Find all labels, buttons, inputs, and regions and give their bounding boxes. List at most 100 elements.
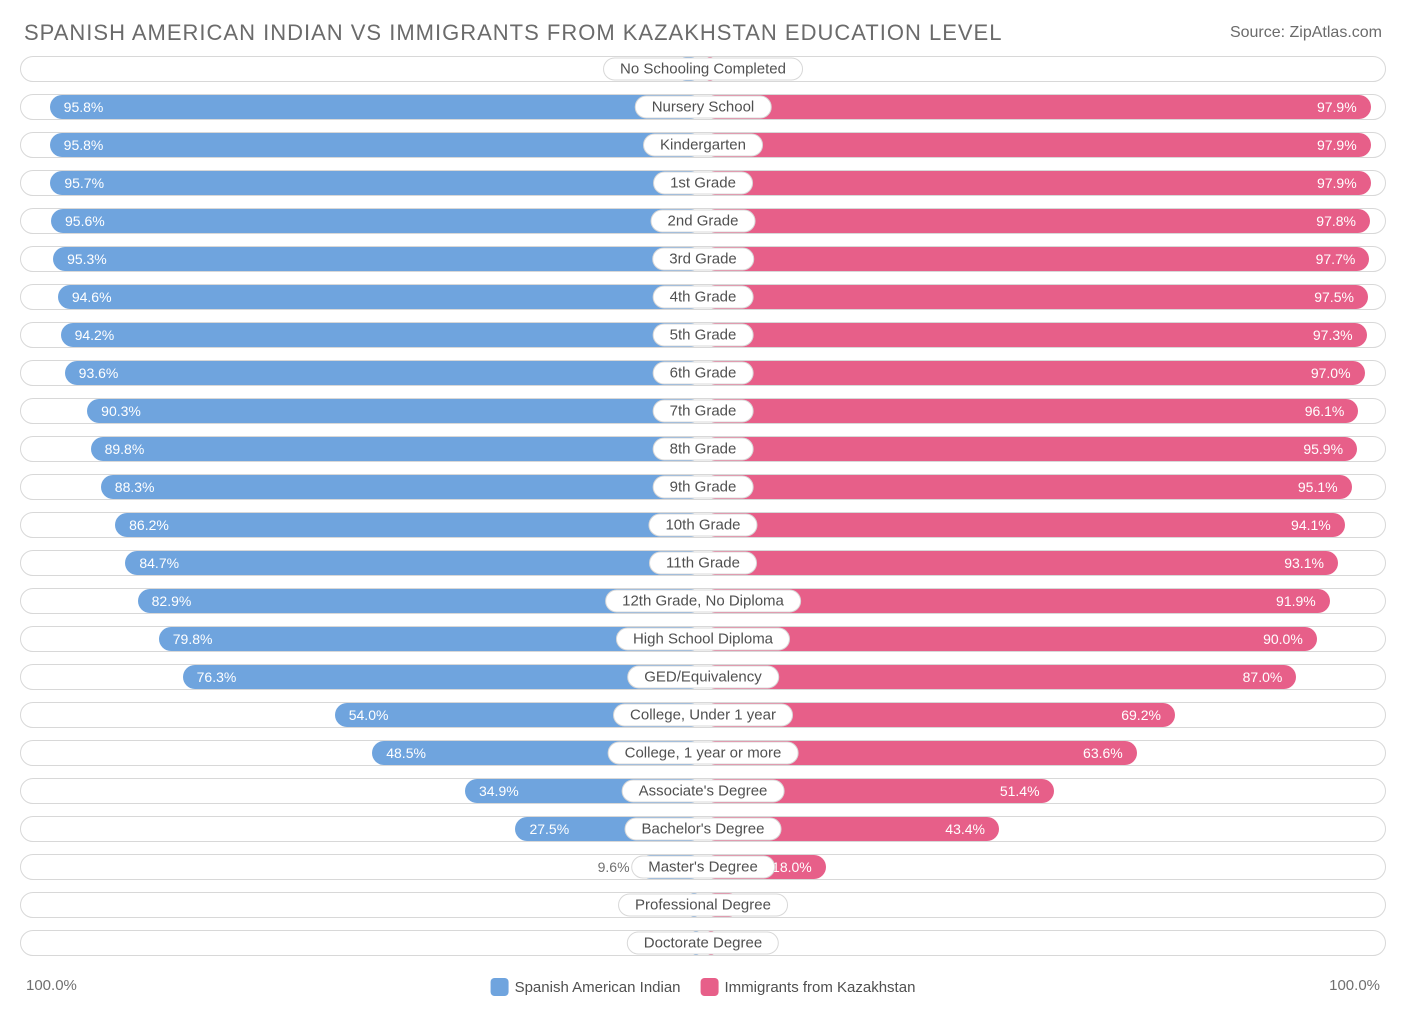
bar-right: 94.1%	[703, 513, 1345, 537]
category-label: Associate's Degree	[622, 780, 785, 803]
bar-right-value: 97.0%	[1311, 365, 1351, 381]
bar-right: 97.7%	[703, 247, 1369, 271]
legend-item-right: Immigrants from Kazakhstan	[701, 978, 916, 996]
bar-right-value: 97.8%	[1316, 213, 1356, 229]
bar-left-value: 48.5%	[386, 745, 426, 761]
bar-left-value: 95.8%	[64, 99, 104, 115]
category-label: College, Under 1 year	[613, 704, 793, 727]
category-label: 5th Grade	[653, 324, 754, 347]
diverging-bar-chart: 4.2%2.1%No Schooling Completed95.8%97.9%…	[20, 56, 1386, 956]
bar-left-value: 88.3%	[115, 479, 155, 495]
bar-right-value: 94.1%	[1291, 517, 1331, 533]
bar-left-value: 95.7%	[64, 175, 104, 191]
bar-left: 95.3%	[53, 247, 703, 271]
bar-row: 88.3% 95.1% 9th Grade	[20, 474, 1386, 500]
bar-row: 4.2%2.1%No Schooling Completed	[20, 56, 1386, 82]
category-label: Doctorate Degree	[627, 932, 779, 955]
category-label: 6th Grade	[653, 362, 754, 385]
category-label: 3rd Grade	[652, 248, 754, 271]
bar-left-value: 34.9%	[479, 783, 519, 799]
category-label: 2nd Grade	[651, 210, 756, 233]
bar-right-value: 93.1%	[1284, 555, 1324, 571]
source-name: ZipAtlas.com	[1290, 24, 1382, 41]
category-label: GED/Equivalency	[627, 666, 779, 689]
bar-left-value: 54.0%	[349, 707, 389, 723]
bar-row: 89.8%95.9%8th Grade	[20, 436, 1386, 462]
bar-left: 94.6%	[58, 285, 703, 309]
bar-right: 97.5%	[703, 285, 1368, 309]
bar-left: 95.7%	[50, 171, 703, 195]
bar-right-value: 18.0%	[772, 859, 812, 875]
axis-right-max: 100.0%	[1329, 977, 1380, 994]
category-label: Bachelor's Degree	[625, 818, 782, 841]
bar-left: 95.8%	[50, 133, 703, 157]
category-label: Master's Degree	[631, 856, 775, 879]
bar-row: 95.8%97.9%Kindergarten	[20, 132, 1386, 158]
bar-row: 95.3% 97.7% 3rd Grade	[20, 246, 1386, 272]
category-label: 4th Grade	[653, 286, 754, 309]
bar-left: 95.6%	[51, 209, 703, 233]
category-label: 9th Grade	[653, 476, 754, 499]
category-label: 7th Grade	[653, 400, 754, 423]
chart-footer: 100.0% Spanish American Indian Immigrant…	[20, 968, 1386, 996]
bar-left-value: 94.2%	[75, 327, 115, 343]
bar-row: 82.9%91.9%12th Grade, No Diploma	[20, 588, 1386, 614]
bar-right-value: 97.5%	[1314, 289, 1354, 305]
bar-right: 90.0%	[703, 627, 1317, 651]
bar-left-value: 84.7%	[139, 555, 179, 571]
bar-right-value: 97.7%	[1316, 251, 1356, 267]
category-label: Professional Degree	[618, 894, 788, 917]
bar-row: 9.6%18.0%Master's Degree	[20, 854, 1386, 880]
bar-left: 88.3%	[101, 475, 703, 499]
bar-left-value: 90.3%	[101, 403, 141, 419]
bar-right: 87.0%	[703, 665, 1296, 689]
bar-left-value: 79.8%	[173, 631, 213, 647]
bar-left: 95.8%	[50, 95, 703, 119]
bar-left-value: 93.6%	[79, 365, 119, 381]
bar-left: 90.3%	[87, 399, 703, 423]
legend-swatch-left	[491, 978, 509, 996]
bar-right: 93.1%	[703, 551, 1338, 575]
category-label: No Schooling Completed	[603, 58, 803, 81]
chart-title: SPANISH AMERICAN INDIAN VS IMMIGRANTS FR…	[24, 20, 1002, 46]
bar-left-value: 95.6%	[65, 213, 105, 229]
bar-left: 89.8%	[91, 437, 703, 461]
axis-left-max: 100.0%	[26, 977, 77, 994]
bar-left-value: 27.5%	[529, 821, 569, 837]
category-label: 11th Grade	[649, 552, 757, 575]
bar-right: 97.3%	[703, 323, 1367, 347]
bar-right: 96.1%	[703, 399, 1358, 423]
bar-right-value: 90.0%	[1263, 631, 1303, 647]
bar-right-value: 97.9%	[1317, 99, 1357, 115]
chart-legend: Spanish American Indian Immigrants from …	[491, 978, 916, 996]
bar-right-value: 96.1%	[1305, 403, 1345, 419]
bar-left-value: 89.8%	[105, 441, 145, 457]
category-label: College, 1 year or more	[608, 742, 799, 765]
bar-row: 93.6% 97.0% 6th Grade	[20, 360, 1386, 386]
category-label: Kindergarten	[643, 134, 763, 157]
bar-left-value: 82.9%	[152, 593, 192, 609]
bar-right-value: 97.9%	[1317, 175, 1357, 191]
category-label: High School Diploma	[616, 628, 790, 651]
bar-right: 97.0%	[703, 361, 1365, 385]
bar-row: 1.1%2.3%Doctorate Degree	[20, 930, 1386, 956]
bar-right-value: 69.2%	[1121, 707, 1161, 723]
chart-header: SPANISH AMERICAN INDIAN VS IMMIGRANTS FR…	[20, 20, 1386, 46]
bar-right-value: 95.9%	[1303, 441, 1343, 457]
bar-right-value: 95.1%	[1298, 479, 1338, 495]
bar-row: 2.7%5.5%Professional Degree	[20, 892, 1386, 918]
bar-right: 97.8%	[703, 209, 1370, 233]
bar-row: 84.7% 93.1% 11th Grade	[20, 550, 1386, 576]
category-label: Nursery School	[635, 96, 772, 119]
chart-source: Source: ZipAtlas.com	[1230, 24, 1382, 42]
bar-left: 86.2%	[115, 513, 703, 537]
bar-right: 97.9%	[703, 171, 1371, 195]
bar-right-value: 91.9%	[1276, 593, 1316, 609]
bar-row: 90.3% 96.1% 7th Grade	[20, 398, 1386, 424]
bar-left: 76.3%	[183, 665, 703, 689]
bar-right: 97.9%	[703, 95, 1371, 119]
source-prefix: Source:	[1230, 24, 1285, 41]
bar-right: 97.9%	[703, 133, 1371, 157]
bar-row: 95.6% 97.8% 2nd Grade	[20, 208, 1386, 234]
bar-right-value: 43.4%	[945, 821, 985, 837]
